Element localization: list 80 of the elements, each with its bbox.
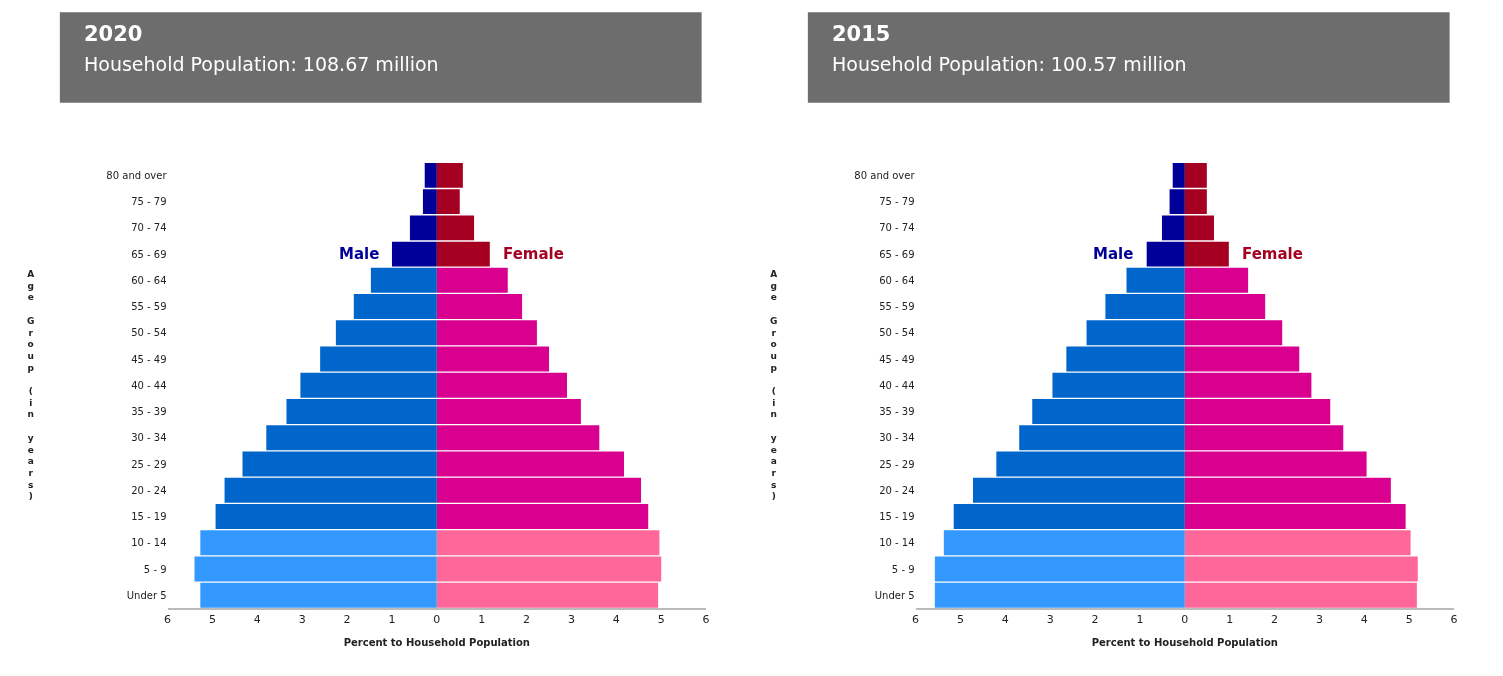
y-tick-label: 10 - 14 bbox=[131, 537, 167, 549]
x-tick-label: 5 bbox=[657, 613, 665, 627]
y-tick-label: 50 - 54 bbox=[131, 327, 167, 339]
series-label: Male bbox=[339, 245, 380, 263]
bar bbox=[1184, 530, 1411, 556]
x-tick-label: 5 bbox=[208, 613, 216, 627]
y-tick-label: 20 - 24 bbox=[131, 484, 167, 496]
y-tick-label: 45 - 49 bbox=[131, 353, 167, 365]
series-label: Female bbox=[1242, 245, 1303, 263]
x-tick-label: 2 bbox=[523, 613, 531, 627]
x-tick-label: 6 bbox=[1450, 613, 1458, 627]
y-tick-label: 75 - 79 bbox=[131, 196, 167, 208]
y-tick-label: 30 - 34 bbox=[879, 432, 915, 444]
text: Age Group (in years) bbox=[27, 269, 35, 502]
chart-title: 2015 bbox=[832, 22, 891, 46]
y-tick-label: 20 - 24 bbox=[879, 484, 915, 496]
y-tick-label: 55 - 59 bbox=[879, 301, 915, 313]
x-tick-label: 5 bbox=[956, 613, 964, 627]
y-tick-label: 15 - 19 bbox=[879, 511, 915, 523]
x-tick-label: 3 bbox=[567, 613, 575, 627]
y-tick-label: 70 - 74 bbox=[879, 222, 915, 234]
y-tick-label: 5 - 9 bbox=[891, 563, 915, 575]
x-tick-label: 3 bbox=[1315, 613, 1323, 627]
y-tick-label: 65 - 69 bbox=[131, 248, 167, 260]
x-tick-label: 6 bbox=[164, 613, 172, 627]
y-tick-label: 35 - 39 bbox=[131, 406, 167, 418]
x-tick-label: 6 bbox=[702, 613, 710, 627]
x-axis-title: Percent to Household Population bbox=[343, 637, 530, 649]
y-tick-label: 60 - 64 bbox=[879, 274, 915, 286]
chart-subtitle: Household Population: 108.67 million bbox=[84, 53, 439, 75]
y-tick-label: 30 - 34 bbox=[131, 432, 167, 444]
text: Age Group (in years) bbox=[770, 269, 778, 502]
bar bbox=[200, 530, 437, 556]
bar bbox=[1146, 241, 1185, 267]
x-tick-label: 1 bbox=[1136, 613, 1144, 627]
y-tick-label: 70 - 74 bbox=[131, 222, 167, 234]
y-tick-label: 80 and over bbox=[854, 169, 916, 181]
y-tick-label: 50 - 54 bbox=[879, 327, 915, 339]
y-tick-label: 45 - 49 bbox=[879, 353, 915, 365]
x-tick-label: 1 bbox=[1226, 613, 1234, 627]
x-tick-label: 5 bbox=[1405, 613, 1413, 627]
y-tick-label: 60 - 64 bbox=[131, 274, 167, 286]
y-tick-label: Under 5 bbox=[126, 589, 167, 601]
x-tick-label: 4 bbox=[1360, 613, 1368, 627]
y-tick-label: 40 - 44 bbox=[879, 379, 915, 391]
y-tick-label: 35 - 39 bbox=[879, 406, 915, 418]
series-label: Female bbox=[503, 245, 564, 263]
x-tick-label: 3 bbox=[298, 613, 306, 627]
y-tick-label: 80 and over bbox=[106, 169, 168, 181]
x-tick-label: 2 bbox=[1091, 613, 1099, 627]
bar bbox=[1184, 241, 1229, 267]
x-tick-label: 0 bbox=[1181, 613, 1189, 627]
y-tick-label: 75 - 79 bbox=[879, 196, 915, 208]
y-tick-label: 55 - 59 bbox=[131, 301, 167, 313]
bar bbox=[391, 241, 437, 267]
x-tick-label: 4 bbox=[1001, 613, 1009, 627]
y-tick-label: 40 - 44 bbox=[131, 379, 167, 391]
chart-title: 2020 bbox=[84, 22, 143, 46]
bar bbox=[943, 530, 1185, 556]
y-tick-label: 25 - 29 bbox=[131, 458, 167, 470]
y-tick-label: 10 - 14 bbox=[879, 537, 915, 549]
x-tick-label: 0 bbox=[433, 613, 441, 627]
x-tick-label: 4 bbox=[612, 613, 620, 627]
bar bbox=[436, 530, 660, 556]
x-tick-label: 3 bbox=[1046, 613, 1054, 627]
bar bbox=[436, 241, 490, 267]
series-label: Male bbox=[1093, 245, 1134, 263]
x-tick-label: 4 bbox=[253, 613, 261, 627]
y-tick-label: 65 - 69 bbox=[879, 248, 915, 260]
y-tick-label: 15 - 19 bbox=[131, 511, 167, 523]
chart-subtitle: Household Population: 100.57 million bbox=[832, 53, 1187, 75]
x-tick-label: 1 bbox=[478, 613, 486, 627]
x-tick-label: 6 bbox=[912, 613, 920, 627]
y-tick-label: Under 5 bbox=[874, 589, 915, 601]
x-axis-title: Percent to Household Population bbox=[1091, 637, 1278, 649]
y-tick-label: 25 - 29 bbox=[879, 458, 915, 470]
x-tick-label: 2 bbox=[343, 613, 351, 627]
y-tick-label: 5 - 9 bbox=[143, 563, 167, 575]
x-tick-label: 1 bbox=[388, 613, 396, 627]
x-tick-label: 2 bbox=[1271, 613, 1279, 627]
